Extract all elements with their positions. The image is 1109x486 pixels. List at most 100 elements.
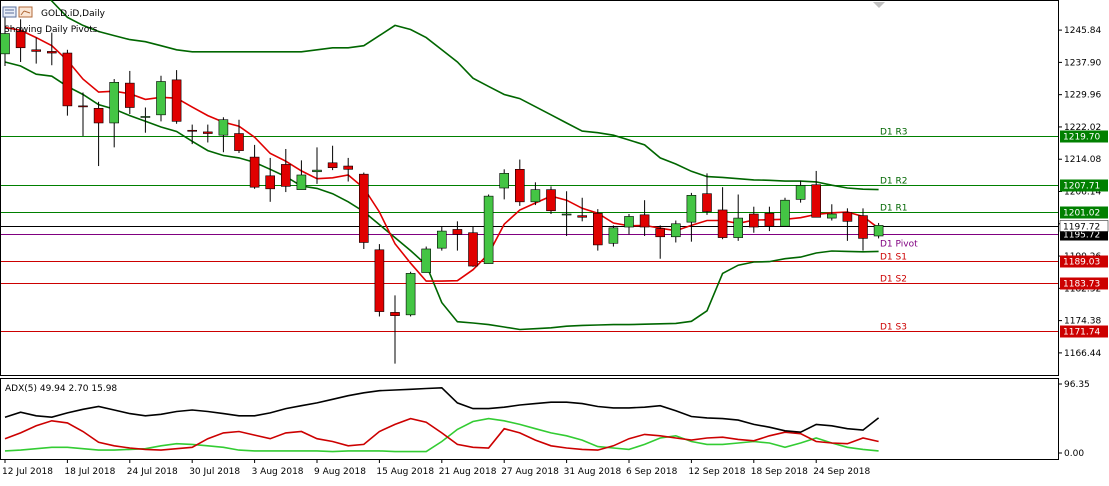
- price-axis: 1245.84 1237.90 1229.96 1222.02 1214.08 1206.…: [1058, 26, 1101, 359]
- candle: [452, 221, 463, 251]
- candlesticks: [0, 15, 884, 364]
- candle: [468, 226, 478, 267]
- pivot-status-text: Showing Daily Pivots.: [4, 25, 100, 35]
- pivot-label: D1 S2: [880, 275, 907, 285]
- candle: [764, 206, 775, 232]
- price-tick-label: 1214.08: [1064, 155, 1101, 165]
- candle: [109, 79, 119, 148]
- candle: [93, 101, 104, 167]
- adx-lines: [4, 386, 880, 453]
- pivot-label: D1 S1: [880, 253, 907, 263]
- time-tick-label: 18 Jul 2018: [64, 467, 115, 477]
- upper-band-line: [49, 0, 879, 191]
- price-tick-label: 1222.02: [1064, 123, 1101, 133]
- chart-title: GOLD.iD,Daily: [41, 9, 106, 19]
- candle: [436, 226, 447, 251]
- window-icon[interactable]: [2, 6, 33, 18]
- candle: [62, 49, 73, 116]
- candle: [0, 15, 10, 67]
- candle: [624, 214, 634, 235]
- time-tick-label: 31 Aug 2018: [564, 467, 622, 477]
- main-chart-frame: [0, 0, 1059, 376]
- price-tick-label: 1206.14: [1064, 187, 1101, 197]
- candle: [702, 173, 712, 215]
- svg-text:1183.73: 1183.73: [1063, 280, 1100, 290]
- candle: [670, 220, 681, 243]
- svg-text:1197.72: 1197.72: [1063, 223, 1100, 233]
- candle: [374, 244, 385, 317]
- candle: [358, 172, 369, 249]
- candle: [234, 119, 244, 154]
- time-tick-label: 9 Aug 2018: [314, 467, 366, 477]
- adx-tick-label: 96.35: [1064, 380, 1090, 390]
- candle: [592, 209, 603, 251]
- candle: [483, 194, 494, 264]
- pivot-price-tag: 1219.70: [1060, 130, 1108, 143]
- time-tick-label: 27 Aug 2018: [501, 467, 559, 477]
- candle: [312, 147, 322, 184]
- candle: [46, 32, 57, 66]
- price-tick-label: 1245.84: [1064, 26, 1101, 36]
- candle: [873, 222, 884, 239]
- candle: [265, 157, 276, 202]
- pivot-label: D1 R3: [880, 128, 908, 138]
- pivot-label: D1 Pivot: [880, 240, 918, 250]
- price-tick-label: 1237.90: [1064, 58, 1101, 68]
- candle: [514, 159, 525, 206]
- candle: [15, 19, 26, 62]
- candle: [187, 124, 197, 145]
- pivot-price-tag: 1183.73: [1060, 277, 1108, 290]
- minus-di-line: [4, 417, 879, 451]
- candle: [31, 37, 42, 64]
- candle: [499, 169, 510, 200]
- pivot-price-tags: 1219.70 1207.71 1201.02 1195.72 1189.03 1183.…: [1059, 130, 1109, 338]
- candle: [125, 70, 135, 115]
- candle: [405, 271, 416, 317]
- adx-tick-label: 0.00: [1064, 449, 1084, 459]
- time-tick-label: 3 Aug 2018: [252, 467, 304, 477]
- time-tick-label: 21 Aug 2018: [439, 467, 497, 477]
- time-axis: 12 Jul 2018 18 Jul 2018 24 Jul 2018 30 Jul …: [2, 459, 871, 477]
- candle: [811, 170, 822, 218]
- candle: [203, 124, 213, 143]
- candle: [218, 117, 229, 153]
- bollinger-bands: [4, 0, 879, 331]
- candle: [561, 191, 572, 236]
- candle: [608, 225, 619, 247]
- candle: [577, 197, 588, 222]
- price-tick-label: 1229.96: [1064, 91, 1101, 101]
- plus-di-line: [4, 417, 879, 453]
- candle: [249, 144, 260, 189]
- time-tick-label: 18 Sep 2018: [751, 467, 808, 477]
- price-tick-label: 1174.38: [1064, 317, 1101, 327]
- candle: [655, 225, 666, 259]
- adx-panel-frame: [0, 378, 1059, 460]
- candle: [327, 145, 338, 171]
- time-tick-label: 24 Sep 2018: [813, 467, 870, 477]
- chart-shift-marker-icon[interactable]: [873, 2, 885, 8]
- time-tick-label: 24 Jul 2018: [127, 467, 178, 477]
- svg-text:1171.74: 1171.74: [1063, 328, 1100, 338]
- candle: [171, 70, 182, 124]
- pivot-price-tag: 1189.03: [1060, 255, 1108, 268]
- lower-band-line: [4, 61, 879, 331]
- svg-text:1195.72: 1195.72: [1063, 231, 1100, 241]
- time-tick-label: 15 Aug 2018: [376, 467, 434, 477]
- candle: [748, 206, 759, 233]
- pivot-label: D1 R1: [880, 204, 908, 214]
- pivot-label: D1 R2: [880, 177, 908, 187]
- time-tick-label: 12 Jul 2018: [2, 467, 53, 477]
- candle: [842, 208, 853, 241]
- pivot-price-tag: 1207.71: [1060, 179, 1108, 192]
- svg-text:1219.70: 1219.70: [1063, 133, 1100, 143]
- pivot-price-tag: 1201.02: [1060, 206, 1108, 219]
- candle: [826, 204, 837, 221]
- svg-text:1189.03: 1189.03: [1063, 258, 1100, 268]
- candle: [717, 187, 728, 240]
- svg-text:1201.02: 1201.02: [1063, 209, 1100, 219]
- candle: [280, 148, 291, 193]
- pivot-label: D1 S3: [880, 323, 907, 333]
- candle: [780, 197, 790, 227]
